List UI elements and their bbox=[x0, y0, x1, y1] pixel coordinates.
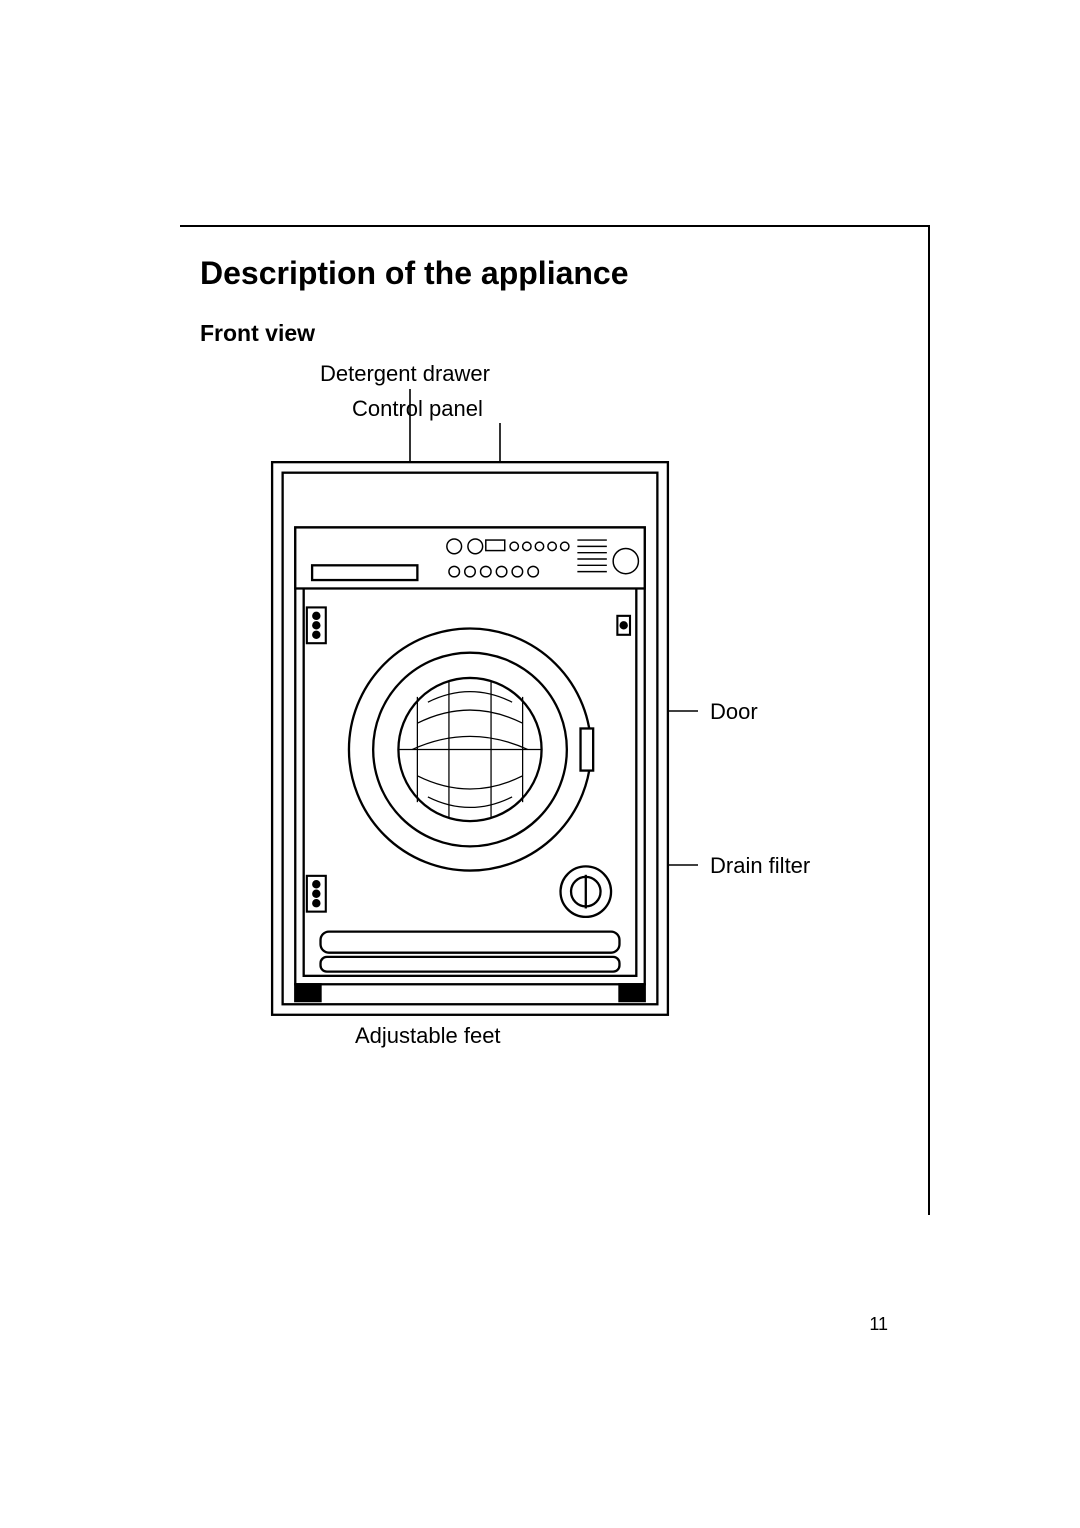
page-number: 11 bbox=[869, 1314, 888, 1335]
label-adjustable-feet: Adjustable feet bbox=[355, 1023, 501, 1049]
washing-machine-icon bbox=[270, 459, 670, 1019]
page-heading: Description of the appliance bbox=[200, 255, 888, 292]
label-door: Door bbox=[710, 699, 758, 725]
label-drain-filter: Drain filter bbox=[710, 853, 810, 879]
appliance-diagram: Detergent drawer Control panel Door Drai… bbox=[200, 361, 888, 1081]
manual-page: Description of the appliance Front view … bbox=[180, 225, 930, 1215]
front-view-subheading: Front view bbox=[200, 320, 888, 347]
